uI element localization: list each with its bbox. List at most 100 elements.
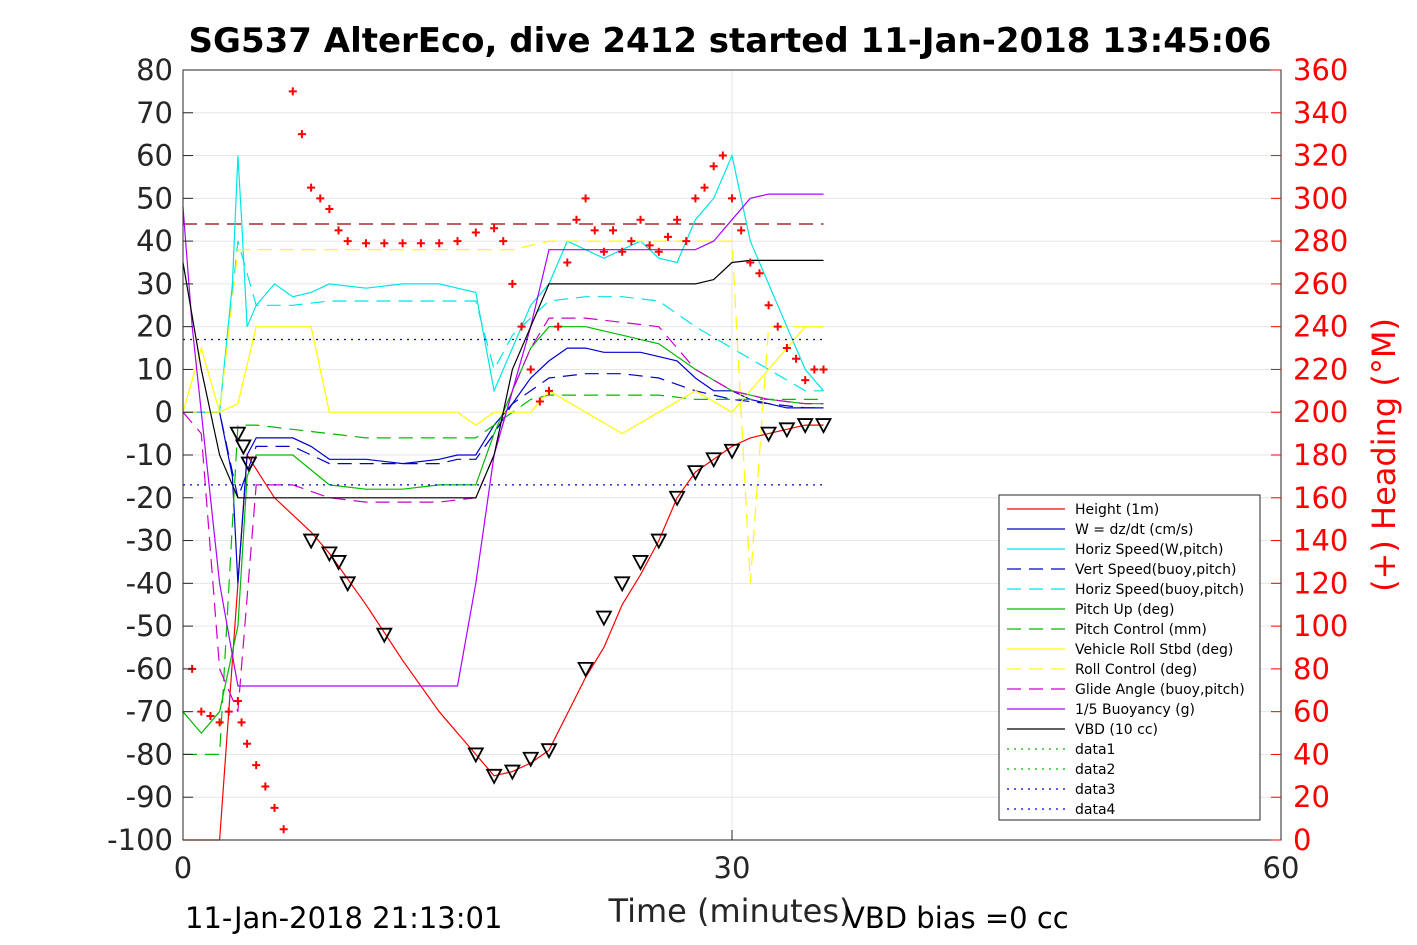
height-marker	[577, 661, 595, 678]
height-marker	[229, 426, 247, 443]
series-line	[182, 317, 824, 712]
heading-point	[645, 241, 654, 250]
footer-vbd-bias: VBD bias =0 cc	[845, 901, 1069, 935]
heading-point	[453, 237, 462, 246]
height-marker	[330, 555, 348, 571]
height-marker	[723, 443, 741, 460]
heading-point	[297, 130, 306, 139]
y-tick-label: 30	[136, 267, 173, 301]
height-marker	[467, 747, 485, 764]
height-marker	[613, 576, 631, 593]
y-right-tick-label: 220	[1293, 352, 1348, 386]
y-tick-label: 60	[136, 139, 173, 173]
height-marker	[631, 555, 650, 571]
y-right-tick-label: 0	[1293, 823, 1311, 857]
height-marker	[760, 426, 778, 443]
heading-point	[233, 696, 242, 705]
height-marker	[302, 533, 320, 550]
legend-label: Pitch Up (deg)	[1075, 602, 1174, 618]
y-right-tick-label: 200	[1293, 395, 1348, 429]
y-axis-left: 80 70 60 50 40 30 20 10 0 -10 -20 -30 -40 -50 -60 -70 -8…	[107, 53, 193, 857]
legend-label: Vehicle Roll Stbd (deg)	[1075, 642, 1233, 658]
heading-point	[773, 322, 782, 331]
heading-point	[737, 226, 746, 235]
heading-point	[535, 397, 544, 406]
height-marker	[375, 627, 393, 644]
x-axis-label: Time (minutes)	[608, 892, 852, 930]
heading-point	[243, 739, 252, 748]
height-marker	[778, 422, 796, 439]
heading-point	[599, 247, 608, 256]
y-right-tick-label: 180	[1293, 438, 1348, 472]
heading-point	[627, 237, 636, 246]
legend-label: Roll Control (deg)	[1075, 662, 1197, 678]
legend-label: data2	[1075, 762, 1115, 778]
series-line	[182, 326, 824, 735]
height-marker	[686, 465, 704, 482]
legend-label: VBD (10 cc)	[1075, 722, 1158, 738]
y-right-tick-label: 300	[1293, 181, 1348, 215]
height-marker	[540, 743, 558, 760]
heading-point	[718, 151, 727, 160]
heading-point	[545, 386, 553, 395]
y-tick-label: 50	[136, 181, 173, 215]
legend-label: data4	[1075, 802, 1116, 818]
heading-point	[197, 707, 206, 716]
heading-point	[554, 322, 563, 331]
heading-point	[380, 239, 389, 248]
legend-label: data1	[1075, 742, 1115, 758]
series-line	[182, 259, 824, 499]
heading-point	[801, 376, 810, 385]
heading-point	[782, 344, 791, 353]
y-right-tick-label: 40	[1293, 737, 1330, 771]
legend-label: Pitch Control (mm)	[1075, 622, 1207, 638]
y-tick-label: -100	[107, 823, 173, 857]
x-tick-label: 60	[1263, 851, 1300, 885]
series-line	[183, 424, 824, 841]
series-line	[183, 153, 824, 413]
y-tick-label: -60	[126, 652, 173, 686]
y-axis-right-label: (+) Heading (°M)	[1365, 318, 1403, 592]
series-line	[182, 193, 824, 687]
height-marker	[522, 751, 540, 768]
height-marker	[339, 576, 357, 593]
heading-point	[764, 301, 773, 310]
height-marker	[503, 764, 521, 781]
chart-title: SG537 AlterEco, dive 2412 started 11-Jan…	[189, 21, 1272, 61]
series-line	[183, 240, 824, 413]
y-right-tick-label: 240	[1293, 310, 1348, 344]
y-right-tick-label: 140	[1293, 524, 1348, 558]
heading-point	[490, 224, 499, 233]
heading-point	[261, 782, 270, 791]
heading-point	[316, 194, 325, 203]
y-tick-label: -80	[126, 737, 173, 771]
heading-point	[508, 279, 517, 288]
heading-point	[636, 215, 645, 224]
heading-point	[471, 228, 480, 237]
heading-point	[700, 183, 709, 192]
heading-point	[270, 803, 279, 812]
y-right-tick-label: 120	[1293, 566, 1348, 600]
height-marker	[595, 610, 613, 627]
heading-point	[682, 237, 691, 246]
legend-label: 1/5 Buoyancy (g)	[1075, 702, 1195, 718]
legend-label: Horiz Speed(W,pitch)	[1075, 542, 1223, 558]
y-tick-label: -90	[126, 780, 173, 814]
heading-point	[792, 354, 801, 363]
heading-point	[654, 247, 663, 256]
x-tick-label: 30	[714, 851, 751, 885]
heading-point	[746, 258, 755, 267]
legend-label: Vert Speed(buoy,pitch)	[1075, 562, 1237, 578]
height-marker	[668, 490, 686, 507]
legend-label: data3	[1075, 782, 1115, 798]
heading-point	[572, 215, 581, 224]
height-marker	[240, 456, 258, 473]
y-right-tick-label: 80	[1293, 652, 1330, 686]
legend-label: Horiz Speed(buoy,pitch)	[1075, 582, 1244, 598]
heading-point	[334, 226, 343, 235]
heading-point	[618, 247, 627, 256]
y-right-tick-label: 100	[1293, 609, 1348, 643]
heading-point	[563, 258, 572, 267]
legend-label: Glide Angle (buoy,pitch)	[1075, 682, 1245, 698]
